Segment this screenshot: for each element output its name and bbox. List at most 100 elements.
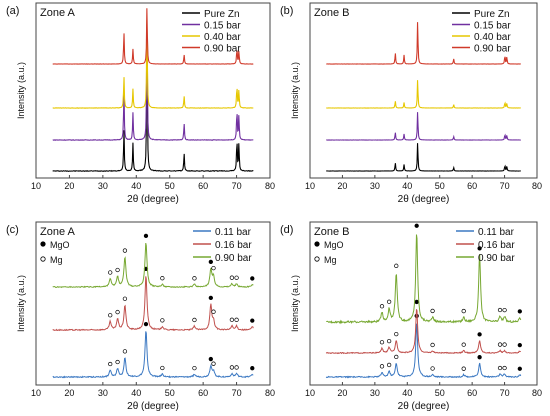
legend-label: 0.40 bar bbox=[204, 32, 241, 43]
panel-letter: (c) bbox=[6, 224, 19, 236]
mgo-marker bbox=[208, 295, 213, 301]
x-tick-label: 60 bbox=[198, 181, 208, 191]
panel-c: (c) Zone A 10 20 30 40 50 60 70 80 2θ (degree) Inte… bbox=[6, 221, 275, 412]
x-tick-label: 70 bbox=[500, 181, 510, 191]
mg-marker bbox=[229, 365, 235, 370]
series-line-0_90-bar bbox=[52, 242, 254, 289]
legend-label: Pure Zn bbox=[474, 9, 510, 20]
series-line-0_15-bar bbox=[326, 112, 521, 141]
mgo-legend-marker bbox=[40, 241, 46, 247]
mg-marker bbox=[122, 349, 128, 354]
panel-a: (a) Zone A 10 20 30 40 50 60 70 80 2θ (degree) Inte… bbox=[6, 2, 275, 205]
mg-marker bbox=[115, 309, 120, 315]
panel-letter: (d) bbox=[280, 224, 293, 236]
mg-legend-marker bbox=[40, 256, 46, 262]
series-line-Pure-Zn bbox=[326, 143, 521, 172]
x-tick-label: 20 bbox=[64, 181, 74, 191]
mgo-marker bbox=[208, 259, 213, 264]
zone-label: Zone A bbox=[40, 226, 76, 238]
legend-label: 0.40 bar bbox=[474, 32, 511, 43]
y-axis-label: Intensity (a.u.) bbox=[290, 62, 300, 119]
x-tick-label: 40 bbox=[402, 181, 412, 191]
plot-frame bbox=[309, 2, 538, 179]
legend-label: 0.15 bar bbox=[474, 21, 511, 32]
mg-marker bbox=[211, 361, 216, 366]
y-axis-label: Intensity (a.u.) bbox=[290, 275, 300, 332]
x-tick-label: 70 bbox=[500, 388, 510, 398]
mg-marker bbox=[394, 331, 399, 337]
x-tick-label: 60 bbox=[467, 181, 477, 191]
mg-marker bbox=[430, 342, 435, 348]
mg-marker bbox=[461, 308, 466, 314]
legend-label: 0.16 bar bbox=[478, 240, 515, 251]
x-tick-label: 70 bbox=[232, 181, 242, 191]
mg-marker bbox=[108, 313, 113, 318]
mg-marker bbox=[461, 342, 466, 347]
x-tick-label: 30 bbox=[370, 181, 380, 191]
x-tick-label: 40 bbox=[131, 388, 141, 398]
x-tick-label: 70 bbox=[232, 388, 242, 398]
mg-marker bbox=[211, 309, 216, 314]
series-line-0_16-bar bbox=[52, 276, 254, 332]
mgo-legend-marker bbox=[314, 241, 320, 247]
x-tick-label: 10 bbox=[305, 388, 315, 398]
series-line-0_90-bar bbox=[326, 22, 521, 65]
mg-marker bbox=[229, 275, 235, 280]
x-axis-label: 2θ (degree) bbox=[127, 401, 179, 412]
mg-marker bbox=[379, 364, 385, 369]
x-tick-label: 20 bbox=[337, 388, 347, 398]
x-tick-label: 60 bbox=[467, 388, 477, 398]
x-tick-label: 80 bbox=[532, 181, 542, 191]
zone-label: Zone B bbox=[314, 226, 349, 238]
legend-label: 0.15 bar bbox=[204, 21, 241, 32]
mg-marker bbox=[386, 338, 392, 344]
mg-marker bbox=[386, 299, 392, 304]
x-tick-label: 10 bbox=[31, 181, 41, 191]
mg-marker bbox=[160, 318, 165, 323]
x-tick-label: 60 bbox=[198, 388, 208, 398]
zone-label: Zone B bbox=[314, 7, 349, 19]
mg-marker bbox=[122, 248, 128, 253]
x-tick-label: 40 bbox=[402, 388, 412, 398]
legend-label: 0.90 bar bbox=[204, 44, 241, 55]
mg-marker bbox=[192, 317, 197, 323]
mg-marker bbox=[461, 366, 466, 371]
series-line-Pure-Zn bbox=[52, 27, 254, 173]
y-axis-label: Intensity (a.u.) bbox=[16, 62, 26, 119]
mg-marker bbox=[192, 365, 197, 371]
x-tick-label: 30 bbox=[98, 181, 108, 191]
x-axis-label: 2θ (degree) bbox=[398, 401, 450, 412]
mgo-marker bbox=[250, 366, 255, 371]
mgo-marker bbox=[477, 355, 482, 360]
mg-legend-marker bbox=[314, 256, 320, 262]
legend-label: 0.90 bar bbox=[215, 253, 252, 264]
x-tick-label: 80 bbox=[265, 388, 275, 398]
series-line-0_15-bar bbox=[52, 23, 254, 141]
mg-marker bbox=[394, 263, 399, 268]
x-tick-label: 80 bbox=[265, 181, 275, 191]
panel-b: (b) Zone B 10 20 30 40 50 60 70 80 2θ (degree) Inte… bbox=[280, 2, 542, 205]
mgo-marker bbox=[477, 332, 482, 337]
mg-marker bbox=[502, 342, 507, 347]
mg-marker bbox=[192, 276, 197, 281]
mg-marker bbox=[108, 361, 113, 367]
marker-legend-label: MgO bbox=[324, 240, 344, 250]
mg-marker bbox=[108, 270, 113, 275]
x-tick-label: 10 bbox=[305, 181, 315, 191]
mg-marker bbox=[160, 365, 165, 371]
x-tick-label: 50 bbox=[435, 181, 445, 191]
mg-marker bbox=[497, 342, 503, 347]
marker-legend-label: Mg bbox=[50, 255, 63, 265]
mgo-marker bbox=[414, 299, 419, 305]
x-tick-label: 20 bbox=[64, 388, 74, 398]
mg-marker bbox=[386, 362, 392, 368]
legend-label: 0.11 bar bbox=[478, 227, 515, 238]
x-tick-label: 80 bbox=[532, 388, 542, 398]
mgo-marker bbox=[517, 343, 522, 348]
panel-letter: (a) bbox=[6, 5, 19, 17]
mg-marker bbox=[379, 340, 385, 345]
series-line-0_40-bar bbox=[326, 80, 521, 109]
legend-label: Pure Zn bbox=[204, 9, 240, 20]
mg-marker bbox=[379, 304, 385, 309]
mg-marker bbox=[234, 317, 239, 322]
